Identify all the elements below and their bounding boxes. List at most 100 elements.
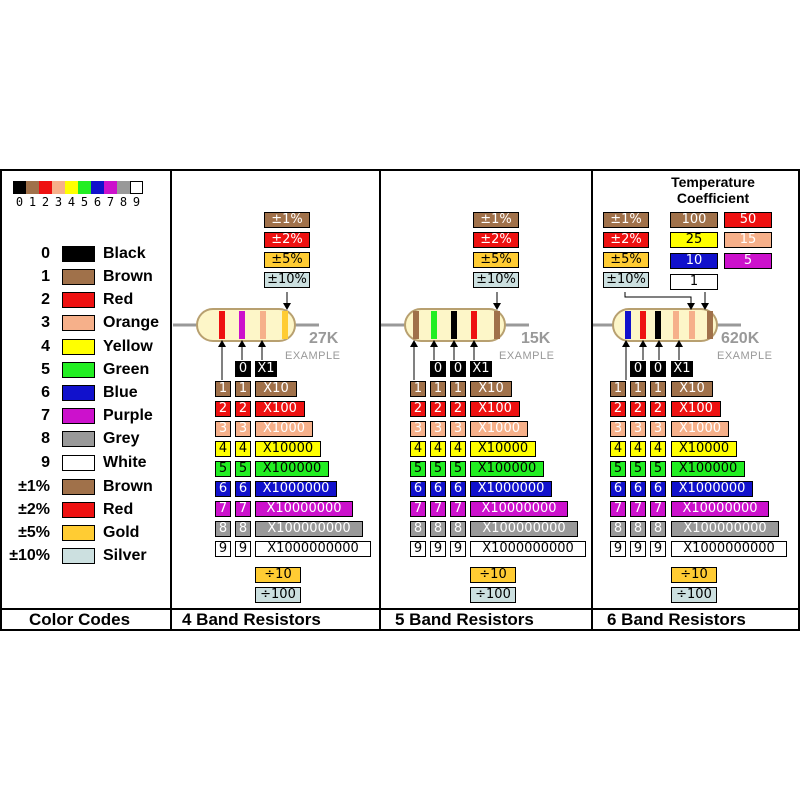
legend-swatch-grey xyxy=(62,431,95,447)
digit-box-red: 2 xyxy=(609,400,627,418)
legend-row: 7 Purple xyxy=(2,406,170,426)
tolerance-box-gold: ±5% xyxy=(472,251,520,269)
digit-box-white: 9 xyxy=(409,540,427,558)
strip-swatch-purple xyxy=(104,181,117,194)
divisor-box-silver: ÷100 xyxy=(670,586,718,604)
legend-color-name: Black xyxy=(103,245,146,262)
five-band-title: 5 Band Resistors xyxy=(395,610,534,629)
multiplier-box-red: X100 xyxy=(670,400,722,418)
arrow-head xyxy=(258,340,266,347)
digit-box-red: 2 xyxy=(629,400,647,418)
digit-box-grey: 8 xyxy=(409,520,427,538)
legend-swatch-gold xyxy=(62,525,95,541)
digit-box-purple: 7 xyxy=(449,500,467,518)
legend-color-name: Purple xyxy=(103,407,153,424)
digit-box-orange: 3 xyxy=(649,420,667,438)
digit-box-brown: 1 xyxy=(429,380,447,398)
tolerance-box-brown: ±1% xyxy=(263,211,311,229)
divisor-box-silver: ÷100 xyxy=(254,586,302,604)
strip-swatch-brown xyxy=(26,181,39,194)
arrow-head xyxy=(238,340,246,347)
temp-coefficient-title: Temperature xyxy=(671,174,755,190)
digit-box-blue: 6 xyxy=(409,480,427,498)
strip-digit: 0 xyxy=(15,195,24,209)
five-band-panel: 5 Band Resistors ±1% ±2% ±5% ±10% 1 2 3 4 5 6 7 8 9 0… xyxy=(381,171,589,629)
digit-box-red: 2 xyxy=(449,400,467,418)
multiplier-box-brown: X10 xyxy=(469,380,513,398)
multiplier-box-purple: X10000000 xyxy=(469,500,569,518)
digit-box-red: 2 xyxy=(234,400,252,418)
legend-swatch-green xyxy=(62,362,95,378)
strip-digit: 8 xyxy=(119,195,128,209)
digit-box-purple: 7 xyxy=(409,500,427,518)
digit-box-purple: 7 xyxy=(629,500,647,518)
digit-box-purple: 7 xyxy=(234,500,252,518)
legend-color-name: Red xyxy=(103,291,134,308)
digit-box-yellow: 4 xyxy=(409,440,427,458)
divider xyxy=(379,171,381,629)
arrow-head xyxy=(283,303,291,310)
strip-swatch-grey xyxy=(117,181,130,194)
example-value: 15K xyxy=(521,330,551,347)
band-green xyxy=(431,311,437,339)
digit-box-yellow: 4 xyxy=(629,440,647,458)
digit-box-brown: 1 xyxy=(649,380,667,398)
digit-box-green: 5 xyxy=(429,460,447,478)
legend-swatch-brown xyxy=(62,269,95,285)
digit-box-purple: 7 xyxy=(609,500,627,518)
example-label: EXAMPLE xyxy=(717,350,773,362)
legend-value: ±2% xyxy=(18,501,50,518)
legend-color-name: Silver xyxy=(103,547,147,564)
multiplier-box-blue: X1000000 xyxy=(670,480,754,498)
band-orange xyxy=(689,311,695,339)
strip-swatch-orange xyxy=(52,181,65,194)
multiplier-box-brown: X10 xyxy=(670,380,714,398)
temp-coeff-box-red: 50 xyxy=(723,211,773,229)
legend-value: 8 xyxy=(41,430,50,447)
six-band-title: 6 Band Resistors xyxy=(607,610,746,629)
digit-box-grey: 8 xyxy=(629,520,647,538)
legend-swatch-red xyxy=(62,502,95,518)
arrow-head xyxy=(639,340,647,347)
tolerance-box-gold: ±5% xyxy=(263,251,311,269)
multiplier-box-purple: X10000000 xyxy=(254,500,354,518)
resistor-body xyxy=(196,308,296,342)
multiplier-box-white: X1000000000 xyxy=(254,540,372,558)
digit-box-purple: 7 xyxy=(429,500,447,518)
temp-coeff-box-brown: 100 xyxy=(669,211,719,229)
digit-box-black: 0 xyxy=(449,360,467,378)
multiplier-box-white: X1000000000 xyxy=(469,540,587,558)
digit-box-red: 2 xyxy=(429,400,447,418)
digit-box-yellow: 4 xyxy=(449,440,467,458)
band-orange xyxy=(673,311,679,339)
arrow-head xyxy=(470,340,478,347)
strip-digit: 3 xyxy=(54,195,63,209)
multiplier-box-grey: X100000000 xyxy=(254,520,364,538)
example-label: EXAMPLE xyxy=(499,350,555,362)
band-blue xyxy=(625,311,631,339)
legend-value: 1 xyxy=(41,268,50,285)
multiplier-box-orange: X1000 xyxy=(254,420,314,438)
tolerance-box-silver: ±10% xyxy=(602,271,650,289)
digit-box-yellow: 4 xyxy=(234,440,252,458)
digit-box-brown: 1 xyxy=(409,380,427,398)
legend-color-name: Brown xyxy=(103,478,153,495)
legend-color-name: Brown xyxy=(103,268,153,285)
strip-digit: 4 xyxy=(67,195,76,209)
digit-box-orange: 3 xyxy=(429,420,447,438)
legend-swatch-brown xyxy=(62,479,95,495)
legend-value: 0 xyxy=(41,245,50,262)
divider xyxy=(170,171,172,629)
digit-box-white: 9 xyxy=(609,540,627,558)
legend-row: ±5% Gold xyxy=(2,523,170,543)
digit-box-purple: 7 xyxy=(214,500,232,518)
multiplier-box-yellow: X10000 xyxy=(254,440,322,458)
legend-color-name: Gold xyxy=(103,524,140,541)
digit-box-blue: 6 xyxy=(429,480,447,498)
legend-value: 6 xyxy=(41,384,50,401)
arrow-head xyxy=(430,340,438,347)
digit-box-white: 9 xyxy=(649,540,667,558)
example-value: 620K xyxy=(721,330,760,347)
digit-box-white: 9 xyxy=(214,540,232,558)
